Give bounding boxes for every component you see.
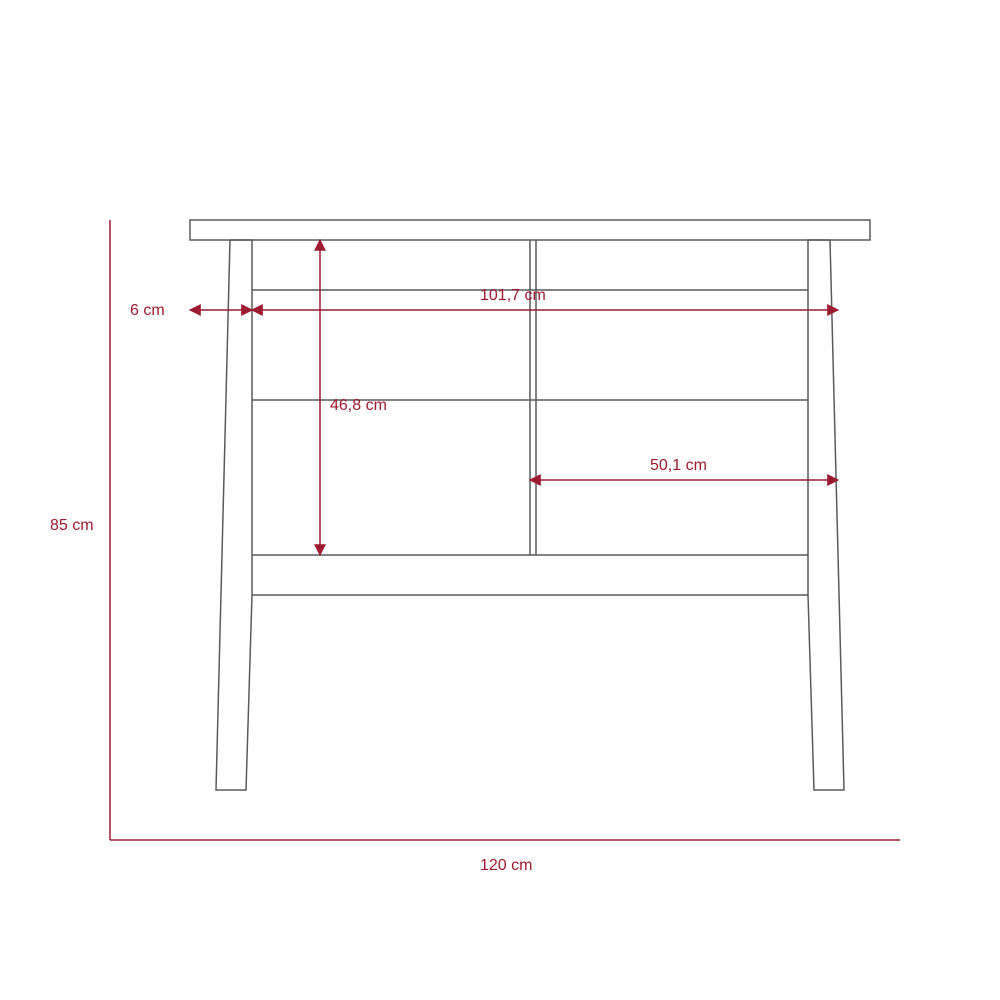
furniture-dimension-diagram: 85 cm 120 cm 101,7 cm 46,8 cm 50,1 cm 6 … (0, 0, 1000, 1000)
label-side-gap: 6 cm (130, 302, 165, 319)
label-total-width: 120 cm (480, 857, 532, 874)
label-inner-width: 101,7 cm (480, 287, 546, 304)
label-inner-height: 46,8 cm (330, 397, 387, 414)
label-total-height: 85 cm (50, 517, 94, 534)
table-outline (190, 220, 870, 790)
label-half-width: 50,1 cm (650, 457, 707, 474)
